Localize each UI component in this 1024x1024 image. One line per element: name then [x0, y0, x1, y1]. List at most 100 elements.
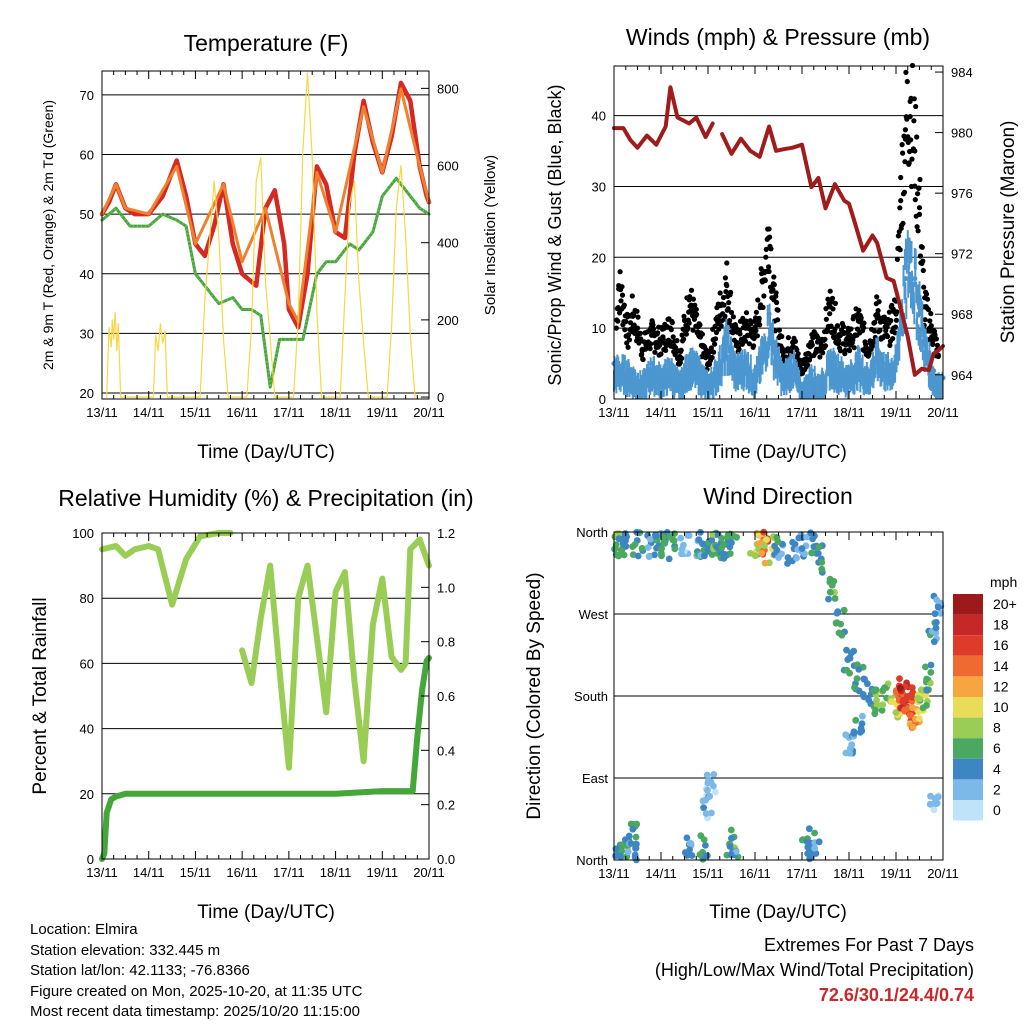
- winds-ylabel: Sonic/Prop Wind & Gust (Blue, Black): [545, 84, 565, 385]
- y-tick-label: 40: [80, 267, 94, 282]
- direction-point: [909, 704, 916, 712]
- y-tick-label: South: [574, 689, 608, 704]
- x-tick-label: 16/11: [739, 405, 771, 420]
- gust-point-key: [935, 353, 941, 360]
- y-tick-label: 60: [80, 147, 94, 162]
- x-tick-label: 18/11: [833, 405, 865, 420]
- gust-point: [861, 325, 867, 331]
- direction-point: [808, 549, 815, 557]
- relative-humidity-line: [99, 530, 432, 771]
- direction-point: [840, 606, 848, 614]
- direction-point: [758, 550, 766, 557]
- gust-point: [915, 191, 921, 197]
- direction-point: [631, 541, 639, 548]
- direction-point: [721, 550, 728, 558]
- gust-point: [736, 346, 742, 352]
- direction-point: [709, 530, 717, 538]
- humidity-ylabel: Percent & Total Rainfall: [30, 597, 51, 794]
- gust-point: [915, 228, 921, 234]
- direction-point: [625, 832, 633, 840]
- y-tick-label: West: [579, 607, 609, 622]
- gust-point: [767, 234, 773, 240]
- direction-point: [702, 842, 709, 849]
- wind-direction-series: [611, 528, 945, 864]
- gust-point: [795, 351, 801, 357]
- gust-point: [647, 346, 653, 352]
- wind-point-key: [724, 332, 730, 338]
- gust-point-key: [898, 198, 904, 204]
- extremes-title: Extremes For Past 7 Days: [763, 935, 974, 955]
- gust-point: [688, 287, 695, 293]
- gust-point: [924, 296, 931, 302]
- gust-point: [757, 322, 763, 328]
- direction-point: [644, 544, 652, 551]
- direction-point: [710, 782, 717, 790]
- direction-point: [688, 852, 696, 859]
- gust-point: [934, 342, 941, 348]
- direction-point: [853, 675, 861, 683]
- direction-point: [807, 529, 814, 537]
- gust-point: [766, 264, 772, 270]
- y-right-tick-label: 976: [951, 186, 973, 201]
- direction-point: [708, 809, 715, 817]
- wind-point-key: [696, 360, 702, 367]
- direction-point: [728, 834, 735, 842]
- gust-point: [768, 246, 774, 252]
- wind-point-key: [639, 375, 645, 381]
- direction-point: [923, 686, 931, 694]
- winds-series: [611, 62, 946, 399]
- direction-point: [646, 535, 654, 543]
- direction-point: [683, 834, 691, 842]
- wind-point-key: [837, 360, 843, 367]
- gust-point-key: [846, 339, 852, 345]
- total-precipitation-line: [99, 655, 432, 862]
- wind-point-key: [818, 375, 824, 381]
- direction-point: [879, 701, 887, 709]
- direction-point: [671, 545, 679, 553]
- colorbar-swatch: [953, 614, 983, 636]
- gust-point: [794, 347, 800, 353]
- wind-point-key: [921, 332, 927, 338]
- gust-point-key: [855, 318, 862, 324]
- gust-point: [712, 336, 719, 342]
- extremes-values: 72.6/30.1/24.4/0.74: [818, 985, 974, 1005]
- gust-point: [916, 185, 922, 191]
- gust-point-key: [634, 325, 641, 331]
- x-tick-label: 14/11: [133, 405, 165, 420]
- gust-point: [776, 327, 783, 333]
- gust-point-key: [907, 98, 913, 105]
- gust-point: [785, 335, 792, 341]
- gust-point: [897, 205, 903, 211]
- gust-point: [902, 159, 908, 165]
- direction-point: [696, 851, 704, 858]
- direction-point: [881, 684, 888, 692]
- gust-point: [681, 313, 687, 319]
- gust-point-key: [931, 332, 937, 338]
- wind-point-key: [752, 368, 758, 374]
- gust-point: [822, 343, 829, 349]
- direction-point: [874, 701, 881, 709]
- extremes-box: Extremes For Past 7 Days (High/Low/Max W…: [655, 933, 974, 1008]
- direction-point: [861, 675, 868, 683]
- direction-point: [892, 709, 900, 716]
- x-tick-label: 17/11: [786, 405, 818, 420]
- y-tick-label: 30: [80, 326, 94, 341]
- x-tick-label: 13/11: [598, 866, 630, 881]
- gust-point: [634, 308, 640, 314]
- direction-point: [705, 777, 712, 784]
- gust-point: [635, 314, 641, 320]
- direction-point: [619, 540, 627, 547]
- y-right-tick-label: 600: [437, 159, 459, 174]
- gust-point: [663, 347, 669, 353]
- gust-point: [871, 328, 878, 334]
- direction-point: [923, 675, 930, 683]
- gust-point: [743, 310, 750, 316]
- y-tick-label: 40: [592, 109, 606, 124]
- x-tick-label: 19/11: [880, 866, 912, 881]
- direction-point: [774, 538, 782, 545]
- gust-point-key: [625, 332, 631, 338]
- direction-point: [932, 624, 940, 632]
- direction-point: [855, 665, 863, 673]
- humidity-ticks: 13/11 14/11 15/11 16/11 17/11 18/11 19/11 20/11…: [72, 526, 455, 880]
- gust-point: [900, 150, 906, 156]
